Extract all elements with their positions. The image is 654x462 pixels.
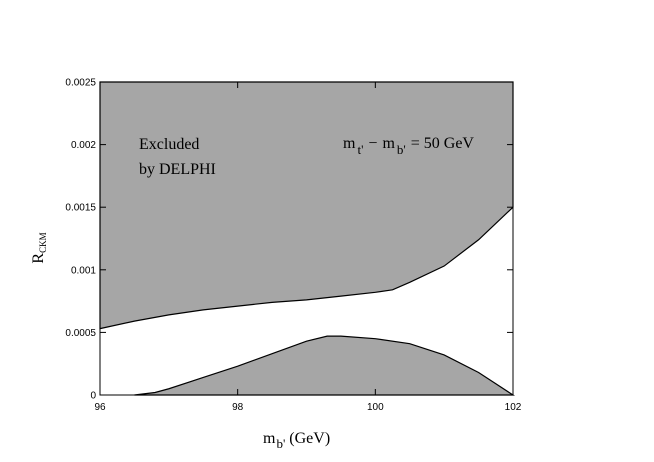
- plot-frame: [99, 81, 514, 396]
- y-tick-label: 0.0025: [65, 78, 96, 89]
- y-tick-label: 0.0005: [65, 328, 96, 339]
- x-tick-label: 96: [94, 402, 106, 413]
- y-label-main: R: [30, 253, 47, 264]
- plot-area: [99, 81, 516, 396]
- mass-difference-label: m t' − m b' = 50 GeV: [343, 135, 474, 157]
- mass-m1: m: [343, 135, 356, 152]
- excluded-label-line2: by DELPHI: [139, 161, 216, 178]
- x-tick-label: 100: [367, 402, 384, 413]
- x-label-sub: b': [276, 436, 285, 451]
- y-axis-label: RCKM: [30, 232, 48, 263]
- mass-value: = 50 GeV: [411, 135, 475, 152]
- excluded-label-line1: Excluded: [139, 136, 199, 153]
- x-label-main: m: [263, 430, 276, 447]
- y-tick-label: 0.0015: [65, 203, 96, 214]
- y-tick-label: 0.002: [71, 140, 96, 151]
- x-tick-label: 102: [505, 402, 522, 413]
- mass-sub2: b': [397, 142, 406, 157]
- mass-sub1: t': [357, 142, 363, 157]
- y-label-sub: CKM: [38, 232, 48, 253]
- y-tick-label: 0: [90, 391, 96, 402]
- lower-excluded-region: [134, 335, 516, 396]
- x-tick-label: 98: [232, 402, 244, 413]
- x-label-unit: (GeV): [289, 430, 330, 447]
- mass-minus: −: [368, 135, 377, 152]
- x-axis: 96 98 100 102: [94, 82, 522, 413]
- y-tick-label: 0.001: [71, 265, 96, 276]
- y-axis: 0 0.0005 0.001 0.0015 0.002 0.0025: [65, 78, 513, 402]
- mass-m2: m: [382, 135, 395, 152]
- x-axis-label: mb' (GeV): [263, 430, 330, 451]
